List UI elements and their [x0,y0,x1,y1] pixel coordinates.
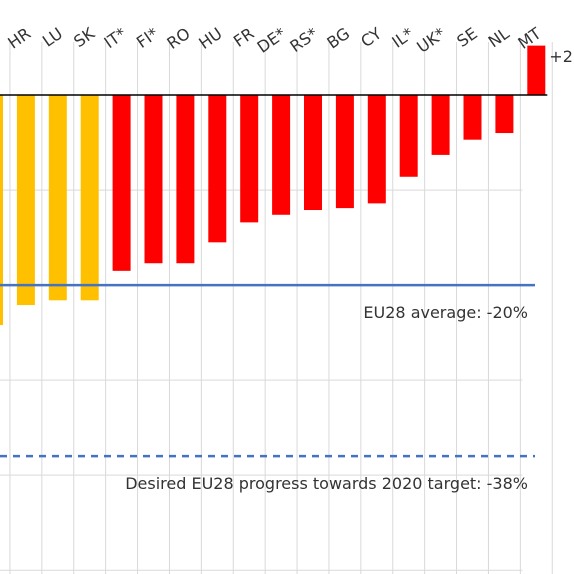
bar [367,95,386,204]
bar [399,95,418,177]
x-tick-label: DE* [254,24,290,57]
bar [304,95,322,211]
reference-label: EU28 average: -20% [363,303,528,322]
bar [208,95,227,243]
bar [176,95,195,264]
bar [0,95,3,326]
x-tick-label: IT* [101,24,130,52]
bar [112,95,131,271]
bar [335,95,354,209]
x-tick-label: UK* [413,24,449,57]
bar [527,45,546,96]
x-tick-label: CY [357,24,385,52]
x-tick-label: BG [323,24,353,53]
x-tick-label: SE [453,24,480,51]
x-tick-label: FR [230,24,258,51]
x-tick-label: SK [70,23,98,51]
bar [144,95,163,264]
x-tick-label: LU [39,24,66,51]
x-tick-label: HU [195,24,225,53]
x-tick-label: RO [163,24,193,53]
bar [80,95,99,301]
bar [240,95,259,223]
bar [48,95,67,301]
x-tick-label: RS* [286,24,321,56]
bar [272,95,291,215]
reference-label: Desired EU28 progress towards 2020 targe… [125,474,528,493]
bar [431,95,450,155]
bar [463,95,482,140]
bar [495,95,514,134]
bar [16,95,35,306]
x-tick-label: HR [4,24,34,53]
annotation: +27 [549,47,574,66]
